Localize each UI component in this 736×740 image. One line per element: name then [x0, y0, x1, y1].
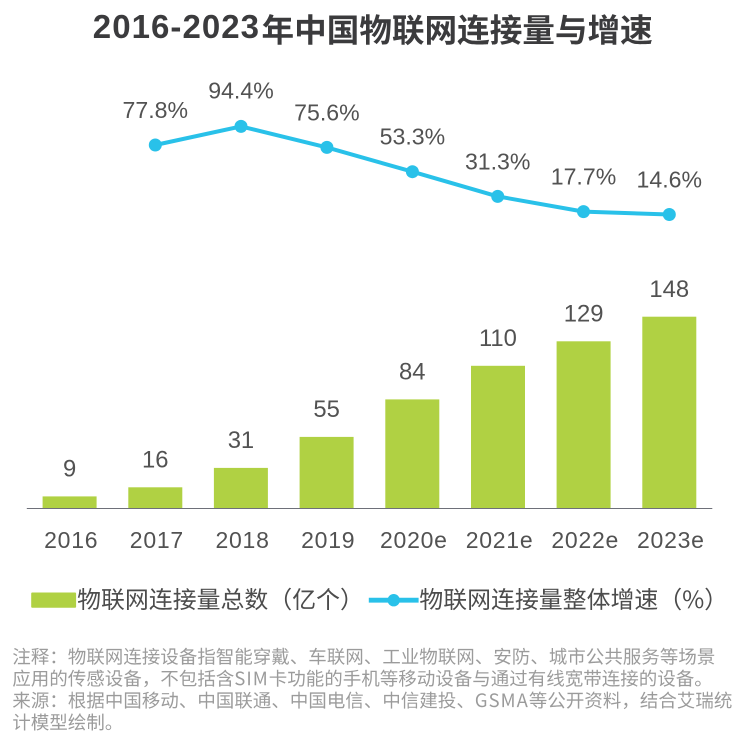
- svg-text:14.6%: 14.6%: [637, 166, 702, 192]
- svg-text:2023e: 2023e: [637, 527, 705, 553]
- svg-text:2020e: 2020e: [380, 527, 448, 553]
- svg-text:2016: 2016: [44, 527, 98, 553]
- svg-text:77.8%: 77.8%: [123, 97, 188, 123]
- svg-text:55: 55: [313, 396, 339, 423]
- svg-text:2016-2023: 2016-2023: [93, 8, 260, 45]
- svg-text:2017: 2017: [130, 527, 184, 553]
- svg-text:75.6%: 75.6%: [294, 99, 359, 125]
- svg-text:2018: 2018: [215, 527, 269, 553]
- svg-text:17.7%: 17.7%: [551, 164, 616, 190]
- svg-text:31: 31: [228, 427, 254, 454]
- svg-text:31.3%: 31.3%: [465, 148, 530, 174]
- svg-text:2021e: 2021e: [466, 527, 534, 553]
- svg-text:110: 110: [479, 325, 517, 352]
- svg-text:2022e: 2022e: [551, 527, 619, 553]
- svg-text:2019: 2019: [301, 527, 355, 553]
- svg-text:84: 84: [399, 359, 425, 386]
- svg-text:53.3%: 53.3%: [380, 124, 445, 150]
- svg-text:129: 129: [564, 301, 604, 328]
- svg-text:16: 16: [142, 447, 168, 474]
- svg-text:9: 9: [63, 456, 76, 483]
- svg-text:148: 148: [649, 276, 689, 303]
- svg-text:94.4%: 94.4%: [208, 77, 273, 103]
